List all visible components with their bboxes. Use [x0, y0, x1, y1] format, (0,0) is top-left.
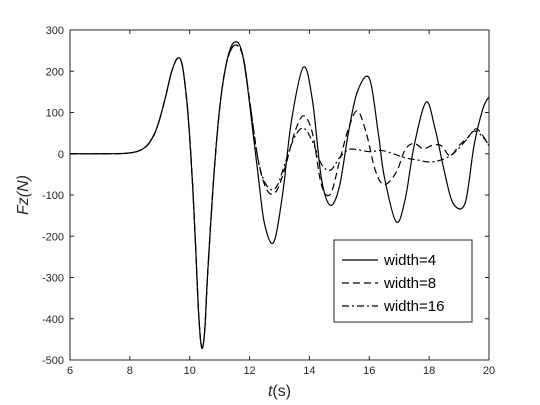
- x-tick-label: 16: [363, 365, 375, 377]
- x-tick-label: 18: [423, 365, 435, 377]
- legend-label: width=16: [383, 298, 444, 315]
- x-tick-label: 20: [483, 365, 495, 377]
- x-axis-label-variable: t: [268, 383, 273, 400]
- y-tick-label: -100: [42, 190, 64, 202]
- axis-ticks: 6 8 10 12 14 16 18 20 -500 -400 -300 -200 -100 0 100 20…: [42, 25, 495, 377]
- series-line-width=16: [70, 44, 489, 349]
- series-line-width=8: [70, 44, 489, 349]
- legend-label: width=8: [383, 275, 436, 292]
- y-tick-label: 0: [58, 149, 64, 161]
- x-tick-label: 14: [303, 365, 315, 377]
- y-tick-label: 200: [46, 66, 64, 78]
- series-group: [70, 41, 489, 349]
- x-axis-label: t(s): [268, 383, 291, 400]
- y-axis-label: Fz(N): [15, 175, 32, 215]
- y-tick-label: -200: [42, 231, 64, 243]
- y-tick-label: -300: [42, 273, 64, 285]
- axes-box: [69, 29, 490, 361]
- y-tick-label: 100: [46, 108, 64, 120]
- legend-label: width=4: [383, 252, 436, 269]
- y-tick-label: -500: [42, 355, 64, 367]
- x-tick-label: 10: [184, 365, 196, 377]
- y-tick-label: -400: [42, 314, 64, 326]
- x-tick-label: 8: [127, 365, 133, 377]
- y-tick-label: 300: [46, 25, 64, 37]
- x-axis-label-unit: (s): [272, 383, 291, 400]
- legend: width=4 width=8 width=16: [333, 239, 473, 323]
- x-tick-label: 12: [243, 365, 255, 377]
- legend-box: [333, 239, 473, 323]
- x-tick-label: 6: [67, 365, 73, 377]
